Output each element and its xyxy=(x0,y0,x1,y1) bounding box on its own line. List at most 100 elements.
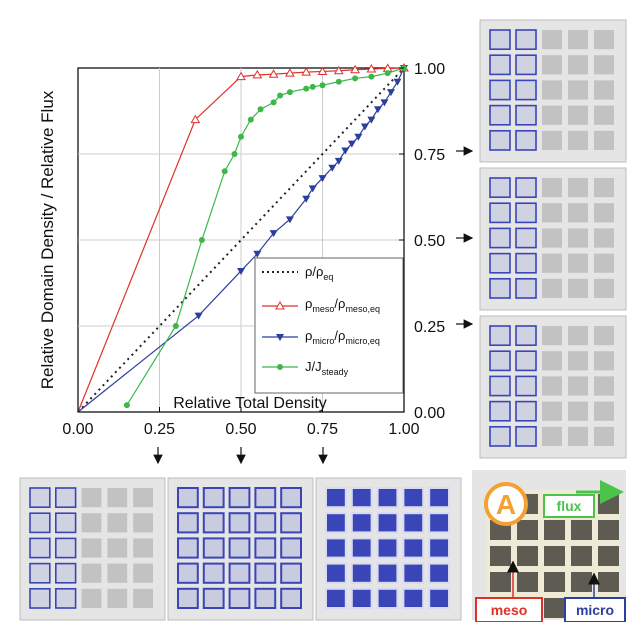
legend: ρ/ρeq ρmeso/ρmeso,eq ρmicro/ρmicro,eq J/… xyxy=(254,257,404,394)
y-tick-label-3: 0.75 xyxy=(414,147,445,164)
series-flux-point-8 xyxy=(270,99,277,106)
series-flux-point-3 xyxy=(221,168,228,175)
right-panel-1-cell-1-0 xyxy=(489,54,511,76)
bottom-panel-1-cell-0-1 xyxy=(54,487,77,509)
bottom-panel-2-cell-2-0 xyxy=(177,537,199,559)
bottom-panel-3-cell-3-1 xyxy=(350,562,373,584)
meso-label-box xyxy=(475,597,543,622)
x-tick-label-3: 0.75 xyxy=(307,421,338,438)
right-panel-1-cell-1-1 xyxy=(515,54,537,76)
legend-meso-marker xyxy=(275,300,285,310)
inset-cell-1-1 xyxy=(517,520,538,540)
bottom-panel-3-cell-2-0 xyxy=(325,537,347,559)
series-meso-point-4 xyxy=(268,69,279,78)
series-micro-point-16 xyxy=(373,106,382,114)
right-panel-2-cell-4-4 xyxy=(594,278,614,298)
series-flux-point-4 xyxy=(231,151,238,157)
right-panel-1-cell-3-1 xyxy=(515,104,537,126)
series-micro-point-19 xyxy=(393,78,402,86)
series-meso-point-7 xyxy=(317,66,328,75)
bottom-panel-1-cell-2-2 xyxy=(81,538,102,558)
y-tick-label-1: 0.25 xyxy=(414,319,445,336)
bottom-panel-1-cell-2-4 xyxy=(133,538,153,558)
inset-cell-1-4 xyxy=(598,520,619,540)
bottom-panel-2-cell-4-1 xyxy=(202,587,225,609)
bottom-panel-1-cell-1-0 xyxy=(29,512,51,534)
right-panel-2-cell-2-3 xyxy=(568,228,588,248)
tick-layer: 0.00 0.25 0.50 0.75 1.000.000.250.500.751.00 xyxy=(62,61,445,438)
badge-letter: A xyxy=(496,489,516,520)
series-micro-point-17 xyxy=(380,99,389,107)
bottom-panel-2-cell-0-2 xyxy=(228,487,251,509)
right-panel-3-cell-0-2 xyxy=(542,326,562,346)
bottom-panel-2-cell-3-3 xyxy=(254,562,277,584)
right-snapshot-column xyxy=(479,19,627,459)
legend-flux-label: J/Jsteady xyxy=(305,359,349,377)
bottom-panel-2-cell-1-1 xyxy=(202,512,225,534)
legend-micro-label: ρmicro/ρmicro,eq xyxy=(305,328,380,346)
right-panel-1-cell-4-2 xyxy=(542,130,562,150)
right-panel-1-cell-1-3 xyxy=(568,55,588,75)
bottom-panel-3-cell-4-0 xyxy=(325,587,347,609)
right-panel-1-cell-2-3 xyxy=(568,80,588,100)
right-panel-2-cell-1-4 xyxy=(594,203,614,223)
inset-cell-3-3 xyxy=(571,572,592,592)
inset-cell-2-0 xyxy=(490,546,511,566)
series-micro-point-3 xyxy=(253,250,262,258)
right-panel-1-cell-4-0 xyxy=(489,130,511,151)
series-micro-point-18 xyxy=(386,89,395,97)
right-panel-2-cell-1-2 xyxy=(542,203,562,223)
bottom-panel-2-cell-4-3 xyxy=(254,587,277,609)
bottom-panel-2-cell-4-0 xyxy=(177,587,199,609)
right-panel-2-cell-0-2 xyxy=(542,178,562,198)
flux-label: flux xyxy=(557,498,582,514)
right-panel-2-cell-0-4 xyxy=(594,178,614,198)
right-panel-1-cell-3-3 xyxy=(568,105,588,125)
right-panel-1-cell-3-0 xyxy=(489,104,511,126)
right-panel-2-cell-3-1 xyxy=(515,252,537,274)
right-panel-3-cell-4-1 xyxy=(515,425,537,447)
bottom-panel-3-cell-3-0 xyxy=(325,562,347,584)
series-meso-point-1 xyxy=(190,114,201,124)
inset-cell-2-1 xyxy=(517,546,538,566)
right-panel-3-cell-1-3 xyxy=(568,351,588,371)
bottom-panel-2-cell-3-1 xyxy=(202,562,225,584)
series-flux-point-0 xyxy=(123,402,130,409)
right-panel-3-cell-4-2 xyxy=(542,426,562,446)
bottom-panel-2-cell-3-2 xyxy=(228,562,251,584)
series-micro-point-2 xyxy=(237,267,245,275)
inset-cell-3-0 xyxy=(490,572,511,592)
right-panel-2-cell-1-1 xyxy=(515,202,537,224)
series-micro-point-15 xyxy=(367,116,376,124)
legend-micro-marker xyxy=(276,334,284,341)
x-axis-label: Relative Total Density xyxy=(173,395,327,412)
bottom-panel-3-cell-0-3 xyxy=(402,487,425,509)
series-micro-point-13 xyxy=(354,133,363,141)
right-panel-1-cell-0-3 xyxy=(568,30,588,50)
pointer-arrows xyxy=(153,146,474,465)
series-meso-point-10 xyxy=(366,64,377,73)
series-meso-point-6 xyxy=(301,67,312,76)
right-panel-1-cell-0-1 xyxy=(515,29,537,51)
right-panel-3-cell-0-1 xyxy=(515,325,537,347)
right-panel-3-cell-2-3 xyxy=(568,376,588,396)
right-panel-3-cell-2-2 xyxy=(542,376,562,396)
right-panel-3-cell-3-0 xyxy=(489,400,511,422)
bottom-panel-2-cell-1-0 xyxy=(177,512,199,534)
legend-meso-label: ρmeso/ρmeso,eq xyxy=(305,296,380,314)
series-flux-point-1 xyxy=(172,323,179,329)
series-flux-point-5 xyxy=(238,133,244,140)
series-micro-point-10 xyxy=(334,157,343,165)
right-panel-1-cell-4-3 xyxy=(568,130,588,150)
bottom-panel-1-cell-4-2 xyxy=(81,588,102,608)
right-panel-3-cell-4-0 xyxy=(489,425,511,447)
bottom-panel-1-cell-4-4 xyxy=(133,588,153,608)
bottom-panel-2-cell-0-4 xyxy=(280,487,303,509)
inset-cell-1-2 xyxy=(544,520,565,540)
right-panel-3-cell-2-4 xyxy=(594,376,614,396)
inset-cell-3-1 xyxy=(517,572,538,592)
series-meso-point-9 xyxy=(350,64,360,74)
series-flux-point-7 xyxy=(257,106,264,113)
right-panel-1-cell-0-4 xyxy=(594,30,614,50)
bottom-panel-1-cell-2-0 xyxy=(29,537,51,559)
